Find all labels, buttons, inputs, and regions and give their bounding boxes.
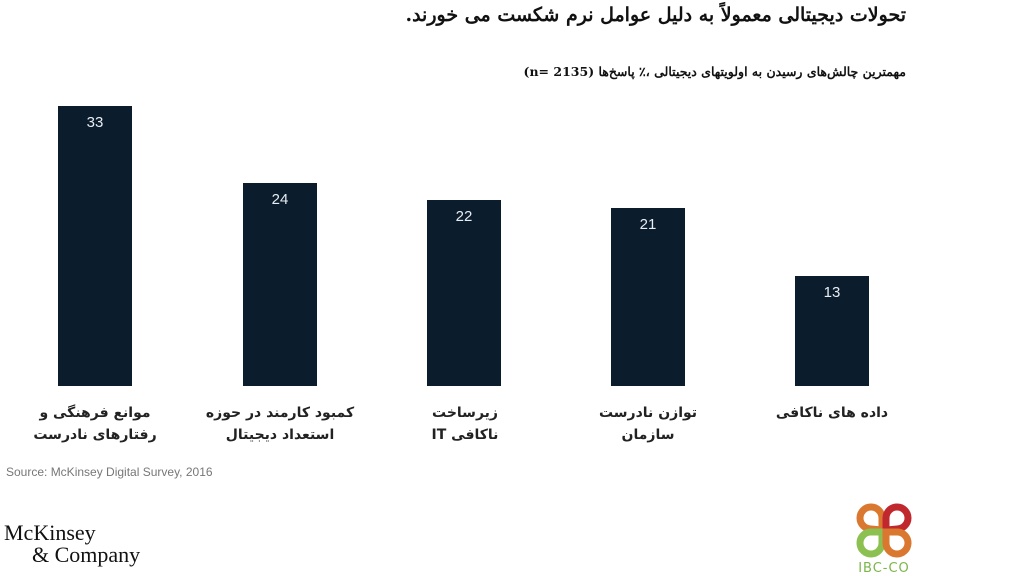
bar-cultural-barriers: 33: [58, 106, 132, 386]
bar-value-label: 13: [823, 284, 841, 301]
category-label: موانع فرهنگی و رفتارهای نادرست: [10, 402, 180, 446]
category-label: کمبود کارمند در حوزه استعداد دیجیتال: [195, 402, 365, 446]
category-label-line2: رفتارهای نادرست: [33, 427, 157, 443]
clover-logo-icon: [856, 503, 912, 558]
category-label-line1: توازن نادرست: [598, 405, 698, 421]
bar-org-structure: 21: [611, 208, 685, 386]
category-label: داده های ناکافی: [747, 402, 917, 424]
logo-line1: McKinsey: [4, 520, 96, 545]
ibc-co-logo: IBC-CO: [848, 500, 920, 576]
category-label-line1: زیرساخت: [432, 405, 498, 421]
ibc-co-label: IBC-CO: [858, 561, 910, 576]
bar-value-label: 33: [86, 114, 104, 131]
category-label: زیرساخت ناکافی IT: [380, 402, 550, 446]
bar-it-infrastructure: 22: [427, 200, 501, 386]
bar-insufficient-data: 13: [795, 276, 869, 386]
category-label-line1: موانع فرهنگی و: [39, 405, 151, 421]
source-note: Source: McKinsey Digital Survey, 2016: [6, 465, 213, 479]
category-label-line2: استعداد دیجیتال: [225, 427, 335, 443]
category-label-line1: داده های ناکافی: [775, 405, 889, 421]
bar-value-label: 24: [271, 191, 289, 208]
chart-subtitle: مهمترین چالش‌های رسیدن به اولویتهای دیجی…: [523, 64, 906, 79]
bar-talent-shortage: 24: [243, 183, 317, 386]
logo-line2: & Company: [32, 542, 141, 567]
category-label: توازن نادرست سازمان: [563, 402, 733, 446]
bar-value-label: 21: [639, 216, 657, 233]
chart-title: تحولات دیجیتالی معمولاً به دلیل عوامل نر…: [405, 4, 906, 26]
bar-value-label: 22: [455, 208, 473, 225]
category-label-line1: کمبود کارمند در حوزه: [205, 405, 355, 421]
category-label-line2: سازمان: [621, 427, 675, 443]
mckinsey-logo: McKinsey & Company: [4, 522, 140, 566]
category-label-line2: ناکافی IT: [431, 427, 499, 443]
